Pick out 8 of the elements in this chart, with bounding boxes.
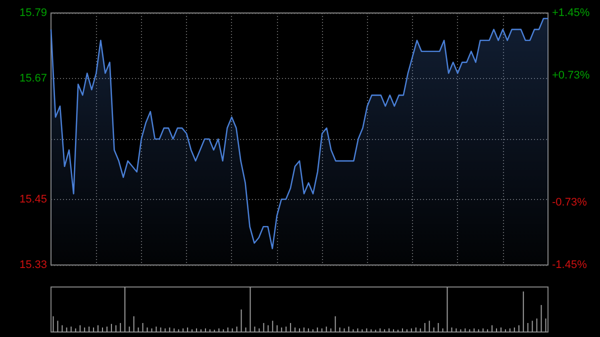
y-tick-label: 15.33 — [19, 259, 47, 271]
y-tick-label: 15.79 — [19, 7, 47, 19]
y2-tick-label: +1.45% — [552, 7, 590, 19]
y2-tick-label: -1.45% — [552, 259, 588, 271]
y-tick-label: 15.45 — [19, 193, 47, 206]
y2-tick-label: +0.73% — [552, 70, 590, 82]
y-tick-label: 15.67 — [19, 72, 47, 85]
y2-tick-label: -0.73% — [552, 196, 588, 208]
